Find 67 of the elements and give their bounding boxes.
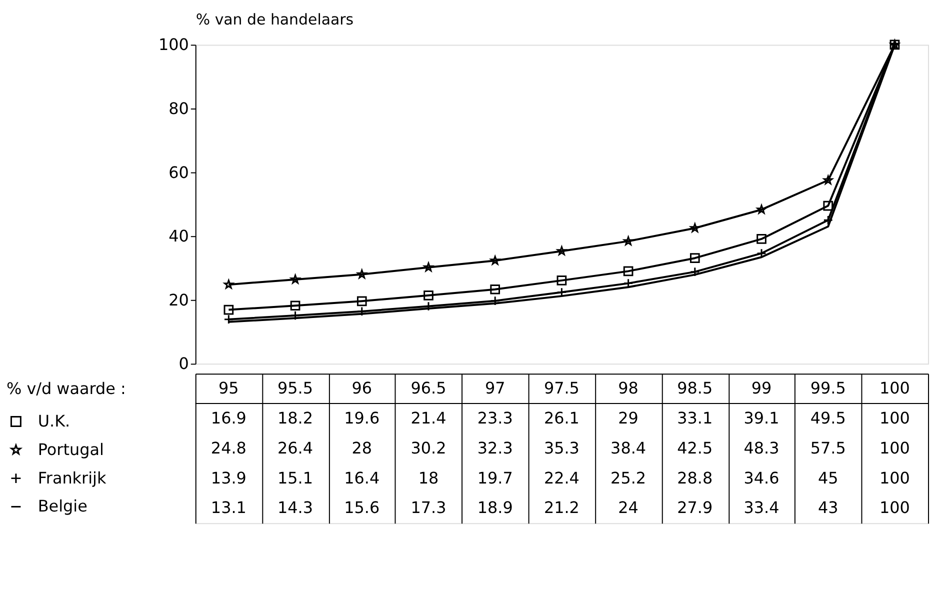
data-label: 100 [880, 468, 910, 488]
data-label: 21.2 [544, 498, 580, 518]
y-tick-label: 20 [168, 290, 189, 310]
data-label: 26.1 [544, 408, 580, 428]
data-label: 33.4 [744, 498, 780, 518]
data-label: 29 [618, 408, 638, 428]
data-label: 17.3 [410, 498, 446, 518]
data-label: 18.2 [278, 408, 314, 428]
data-label: 15.6 [344, 498, 380, 518]
data-label: 24 [618, 498, 638, 518]
y-tick-label: 80 [168, 98, 189, 118]
y-tick-label: 0 [178, 354, 189, 374]
data-label: 24.8 [210, 438, 246, 458]
y-tick-label: 40 [168, 226, 189, 246]
data-label: 18 [418, 468, 439, 488]
data-label: 30.2 [410, 438, 446, 458]
data-label: 49.5 [810, 408, 846, 428]
data-label: 38.4 [610, 438, 646, 458]
data-label: 19.7 [477, 468, 513, 488]
data-label: 100 [880, 438, 910, 458]
data-label: 28 [352, 438, 372, 458]
x-tick-label: 98.5 [677, 378, 713, 398]
data-label: 57.5 [810, 438, 846, 458]
x-tick-label: 95.5 [278, 378, 314, 398]
data-label: 100 [880, 498, 910, 518]
data-label: 48.3 [744, 438, 780, 458]
x-tick-label: 96 [352, 378, 372, 398]
x-axis-title: % v/d waarde : [6, 379, 126, 398]
data-label: 15.1 [278, 468, 314, 488]
data-label: 16.9 [210, 408, 246, 428]
legend-label: Frankrijk [38, 468, 107, 488]
legend-label: Portugal [38, 440, 104, 459]
data-label: 26.4 [278, 438, 314, 458]
y-tick-label: 60 [168, 162, 189, 182]
data-label: 45 [818, 468, 838, 488]
data-label: 13.9 [210, 468, 246, 488]
x-tick-label: 99 [751, 378, 772, 398]
data-label: 34.6 [744, 468, 780, 488]
x-tick-label: 97.5 [544, 378, 580, 398]
data-label: 21.4 [410, 408, 446, 428]
legend-label: U.K. [38, 411, 70, 430]
data-label: 23.3 [477, 408, 513, 428]
y-axis-title: % van de handelaars [196, 10, 354, 28]
x-tick-label: 100 [880, 378, 910, 398]
data-label: 14.3 [278, 498, 314, 518]
data-label: 18.9 [477, 498, 513, 518]
data-label: 27.9 [677, 498, 713, 518]
x-tick-label: 95 [218, 378, 239, 398]
data-label: 33.1 [677, 408, 713, 428]
data-label: 19.6 [344, 408, 380, 428]
data-label: 32.3 [477, 438, 513, 458]
data-label: 35.3 [544, 438, 580, 458]
data-label: 16.4 [344, 468, 380, 488]
data-label: 22.4 [544, 468, 580, 488]
x-tick-label: 96.5 [410, 378, 446, 398]
legend-label: Belgie [38, 496, 88, 516]
data-label: 100 [880, 408, 910, 428]
data-label: 25.2 [610, 468, 646, 488]
x-tick-label: 98 [618, 378, 638, 398]
x-tick-label: 97 [484, 378, 506, 398]
data-label: 42.5 [677, 438, 713, 458]
y-tick-label: 100 [158, 35, 189, 54]
data-label: 39.1 [744, 408, 780, 428]
data-label: 43 [818, 498, 838, 518]
data-label: 28.8 [677, 468, 713, 488]
x-tick-label: 99.5 [810, 378, 846, 398]
data-label: 13.1 [210, 498, 246, 518]
